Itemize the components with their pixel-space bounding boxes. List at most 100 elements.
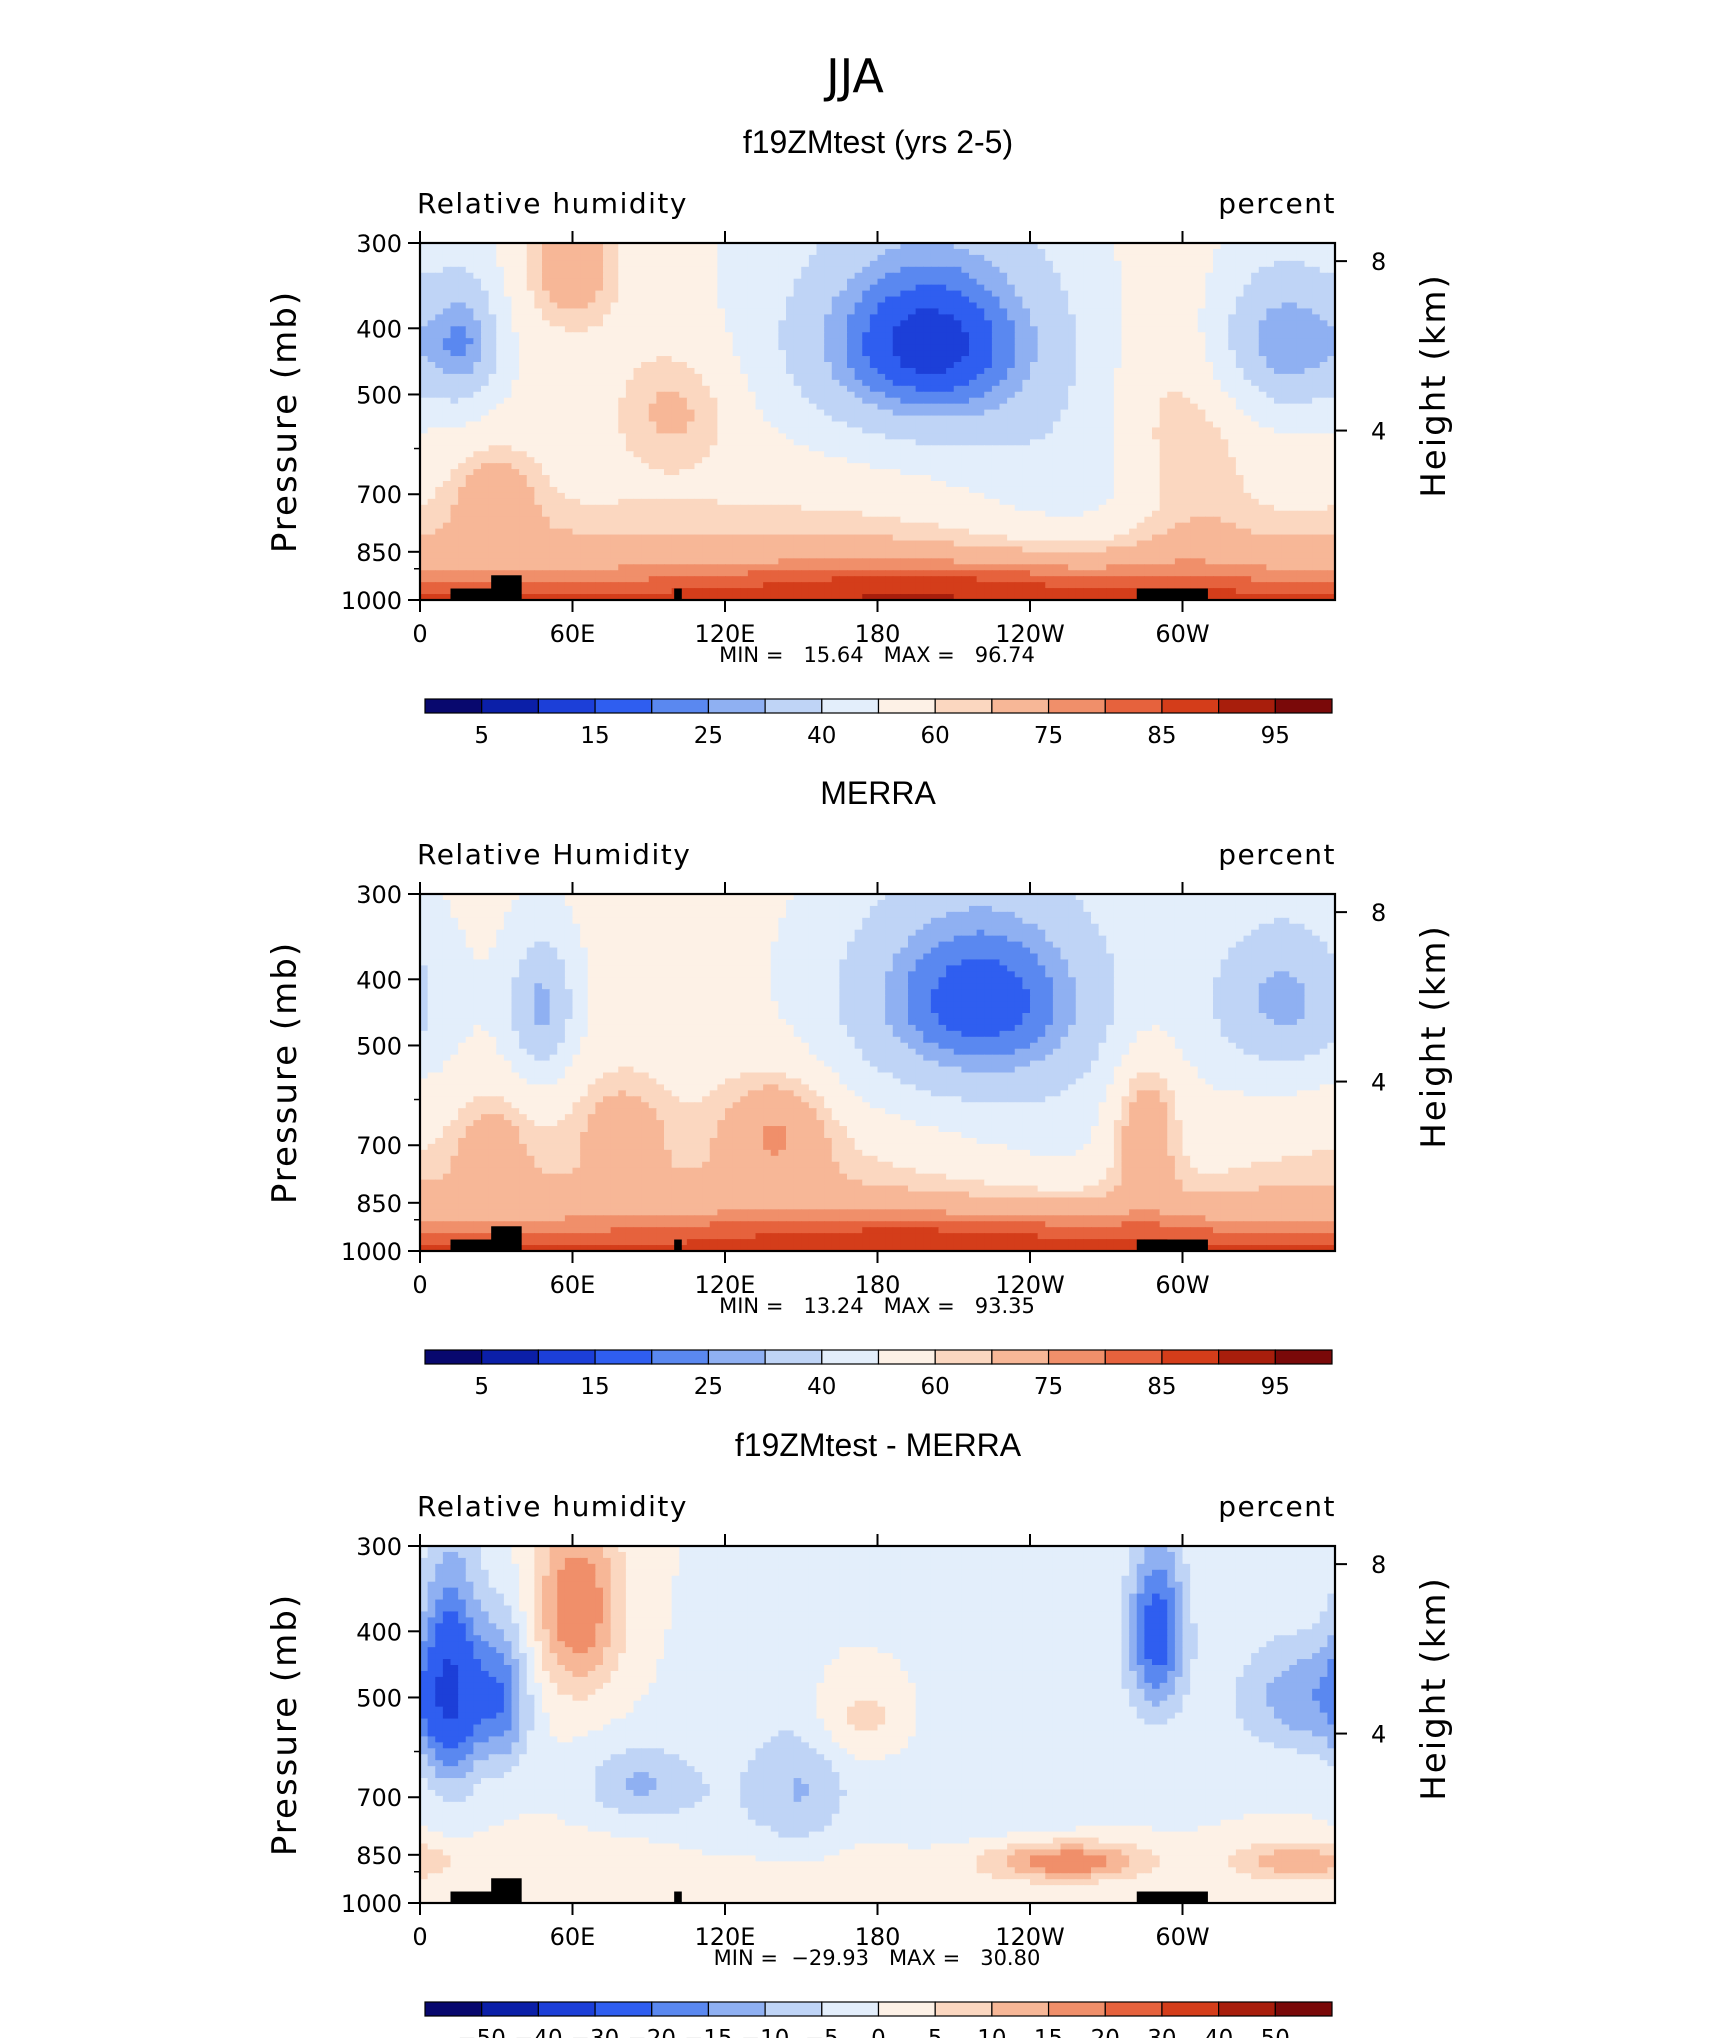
colorbar-swatch: [707, 1349, 766, 1365]
variable-label: Relative Humidity: [417, 838, 691, 871]
y-tick-label: 1000: [341, 1890, 402, 1918]
x-tick-label: 180: [855, 1271, 901, 1299]
colorbar-label: 15: [580, 723, 609, 749]
colorbar-swatch: [991, 698, 1050, 714]
panel-3: f19ZMtest - MERRA Relative humidity percen…: [265, 1427, 1454, 2038]
y-tick-label: 400: [356, 1618, 402, 1646]
x-tick-label: 120W: [995, 1271, 1065, 1299]
colorbar-label: 40: [1204, 2026, 1233, 2038]
variable-label: Relative humidity: [417, 1490, 688, 1523]
colorbar-swatch: [1274, 2001, 1333, 2017]
colorbar-swatch: [934, 698, 993, 714]
colorbar-swatch: [1047, 2001, 1106, 2017]
colorbar-swatch: [877, 1349, 936, 1365]
y-tick-label: 850: [356, 1190, 402, 1218]
colorbar-label: 25: [694, 1374, 723, 1400]
colorbar-swatch: [1274, 698, 1333, 714]
x-tick-label: 180: [855, 620, 901, 648]
panel-title: f19ZMtest - MERRA: [735, 1427, 1022, 1463]
contour-field: [420, 243, 1335, 600]
colorbar-swatch: [424, 2001, 483, 2017]
figure-title: JJA: [823, 49, 884, 103]
y-axis-title: Pressure (mb): [265, 290, 305, 553]
colorbar-swatch: [707, 2001, 766, 2017]
colorbar-swatch: [1218, 698, 1276, 714]
colorbar-label: −15: [684, 2026, 733, 2038]
topography-mask: [450, 575, 1208, 600]
y-tick-label: 300: [356, 1533, 402, 1561]
x-tick-label: 60E: [550, 620, 596, 648]
colorbar-swatch: [537, 2001, 596, 2017]
y-tick-label: 850: [356, 539, 402, 567]
x-tick-label: 0: [412, 1923, 427, 1951]
colorbar-swatch: [424, 698, 483, 714]
x-tick-label: 120E: [695, 1923, 756, 1951]
min-max-text: MIN = 15.64 MAX = 96.74: [719, 643, 1035, 667]
colorbar-label: 0: [871, 2026, 886, 2038]
panel-title: f19ZMtest (yrs 2-5): [743, 124, 1013, 160]
x-tick-label: 60W: [1155, 620, 1209, 648]
colorbar-swatch: [1274, 1349, 1333, 1365]
height-tick-label: 8: [1371, 248, 1386, 276]
y-axis-title: Pressure (mb): [265, 941, 305, 1204]
x-tick-label: 0: [412, 1271, 427, 1299]
colorbar-swatch: [1047, 698, 1106, 714]
colorbar-swatch: [877, 698, 936, 714]
colorbar-swatch: [537, 1349, 596, 1365]
colorbar-swatch: [934, 2001, 993, 2017]
colorbar-swatch: [651, 698, 710, 714]
colorbar-swatch: [651, 2001, 710, 2017]
colorbar-label: −40: [514, 2026, 563, 2038]
x-tick-label: 60W: [1155, 1271, 1209, 1299]
y-axis-title-right: Height (km): [1414, 1576, 1454, 1801]
contour-field: [420, 894, 1335, 1251]
height-tick-label: 4: [1371, 1069, 1386, 1097]
colorbar-label: 15: [580, 1374, 609, 1400]
colorbar-swatch: [481, 698, 539, 714]
y-axis-title-right: Height (km): [1414, 924, 1454, 1149]
colorbar: 5 15 25 40 60 75 85 95: [424, 698, 1333, 749]
colorbar-swatch: [764, 2001, 823, 2017]
x-tick-label: 120E: [695, 620, 756, 648]
topography-mask: [450, 1226, 1208, 1251]
colorbar-swatch: [1104, 2001, 1163, 2017]
colorbar-label: 60: [921, 723, 950, 749]
colorbar-swatch: [934, 1349, 993, 1365]
colorbar-swatch: [1047, 1349, 1106, 1365]
colorbar-label: −30: [571, 2026, 620, 2038]
units-label: percent: [1218, 838, 1336, 871]
colorbar-swatch: [877, 2001, 936, 2017]
colorbar-label: 5: [928, 2026, 943, 2038]
colorbar-swatch: [1161, 698, 1220, 714]
colorbar-swatch: [1104, 698, 1163, 714]
colorbar-label: 5: [474, 723, 489, 749]
y-tick-label: 700: [356, 1784, 402, 1812]
colorbar-swatch: [821, 1349, 880, 1365]
y-tick-label: 700: [356, 1132, 402, 1160]
x-tick-label: 60E: [550, 1923, 596, 1951]
colorbar-swatch: [481, 2001, 539, 2017]
colorbar-swatch: [424, 1349, 483, 1365]
y-tick-label: 400: [356, 315, 402, 343]
colorbar-swatch: [594, 698, 653, 714]
colorbar-swatch: [651, 1349, 710, 1365]
colorbar-swatch: [1218, 2001, 1276, 2017]
colorbar-label: −50: [457, 2026, 506, 2038]
y-tick-label: 850: [356, 1842, 402, 1870]
units-label: percent: [1218, 1490, 1336, 1523]
colorbar-swatch: [1218, 1349, 1276, 1365]
height-tick-label: 4: [1371, 1721, 1386, 1749]
colorbar-swatch: [1161, 2001, 1220, 2017]
colorbar-label: −5: [805, 2026, 839, 2038]
colorbar: −50−40−30−20−15−10−505101520304050: [424, 2001, 1333, 2038]
panel-1: f19ZMtest (yrs 2-5) Relative humidity perc…: [265, 124, 1454, 749]
colorbar-label: −20: [627, 2026, 676, 2038]
colorbar-label: 40: [807, 1374, 836, 1400]
colorbar-label: 5: [474, 1374, 489, 1400]
height-tick-label: 8: [1371, 1551, 1386, 1579]
y-tick-label: 500: [356, 381, 402, 409]
colorbar-label: 50: [1261, 2026, 1290, 2038]
colorbar-label: 25: [694, 723, 723, 749]
